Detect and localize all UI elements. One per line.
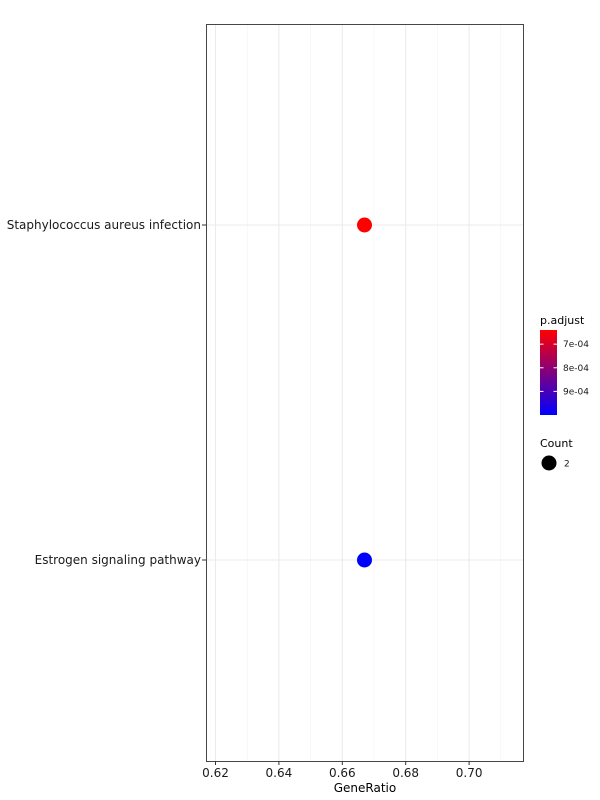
data-point xyxy=(357,552,372,568)
data-point xyxy=(357,217,372,233)
color-legend-ticks: 7e-04 8e-04 9e-04 xyxy=(540,340,589,397)
x-tick-label: 0.64 xyxy=(266,766,293,780)
plot-border xyxy=(206,24,524,762)
color-legend-title: p.adjust xyxy=(540,314,585,327)
color-legend-label: 9e-04 xyxy=(563,387,589,397)
size-legend-key xyxy=(541,455,557,471)
y-axis: Staphylococcus aureus infection Estrogen … xyxy=(7,218,206,567)
size-legend-title: Count xyxy=(540,437,573,450)
grid-lines xyxy=(206,24,523,761)
size-legend-keys: 2 xyxy=(541,455,570,471)
legend: p.adjust 7e-04 8e-04 9e-04 Count 2 xyxy=(540,314,589,471)
x-tick-label: 0.66 xyxy=(329,766,356,780)
color-legend-label: 8e-04 xyxy=(563,364,589,374)
color-bar xyxy=(540,330,557,415)
size-legend-label: 2 xyxy=(564,460,570,470)
color-legend-label: 7e-04 xyxy=(563,340,589,350)
plot-panel xyxy=(206,24,524,762)
x-tick-label: 0.62 xyxy=(202,766,229,780)
x-axis-title: GeneRatio xyxy=(334,781,396,795)
data-points xyxy=(357,217,372,568)
plot-background xyxy=(206,24,523,761)
y-tick-label: Estrogen signaling pathway xyxy=(35,553,201,567)
x-tick-label: 0.68 xyxy=(392,766,419,780)
y-tick-label: Staphylococcus aureus infection xyxy=(7,218,201,232)
x-tick-label: 0.70 xyxy=(456,766,483,780)
x-axis: 0.62 0.64 0.66 0.68 0.70 xyxy=(202,761,482,780)
